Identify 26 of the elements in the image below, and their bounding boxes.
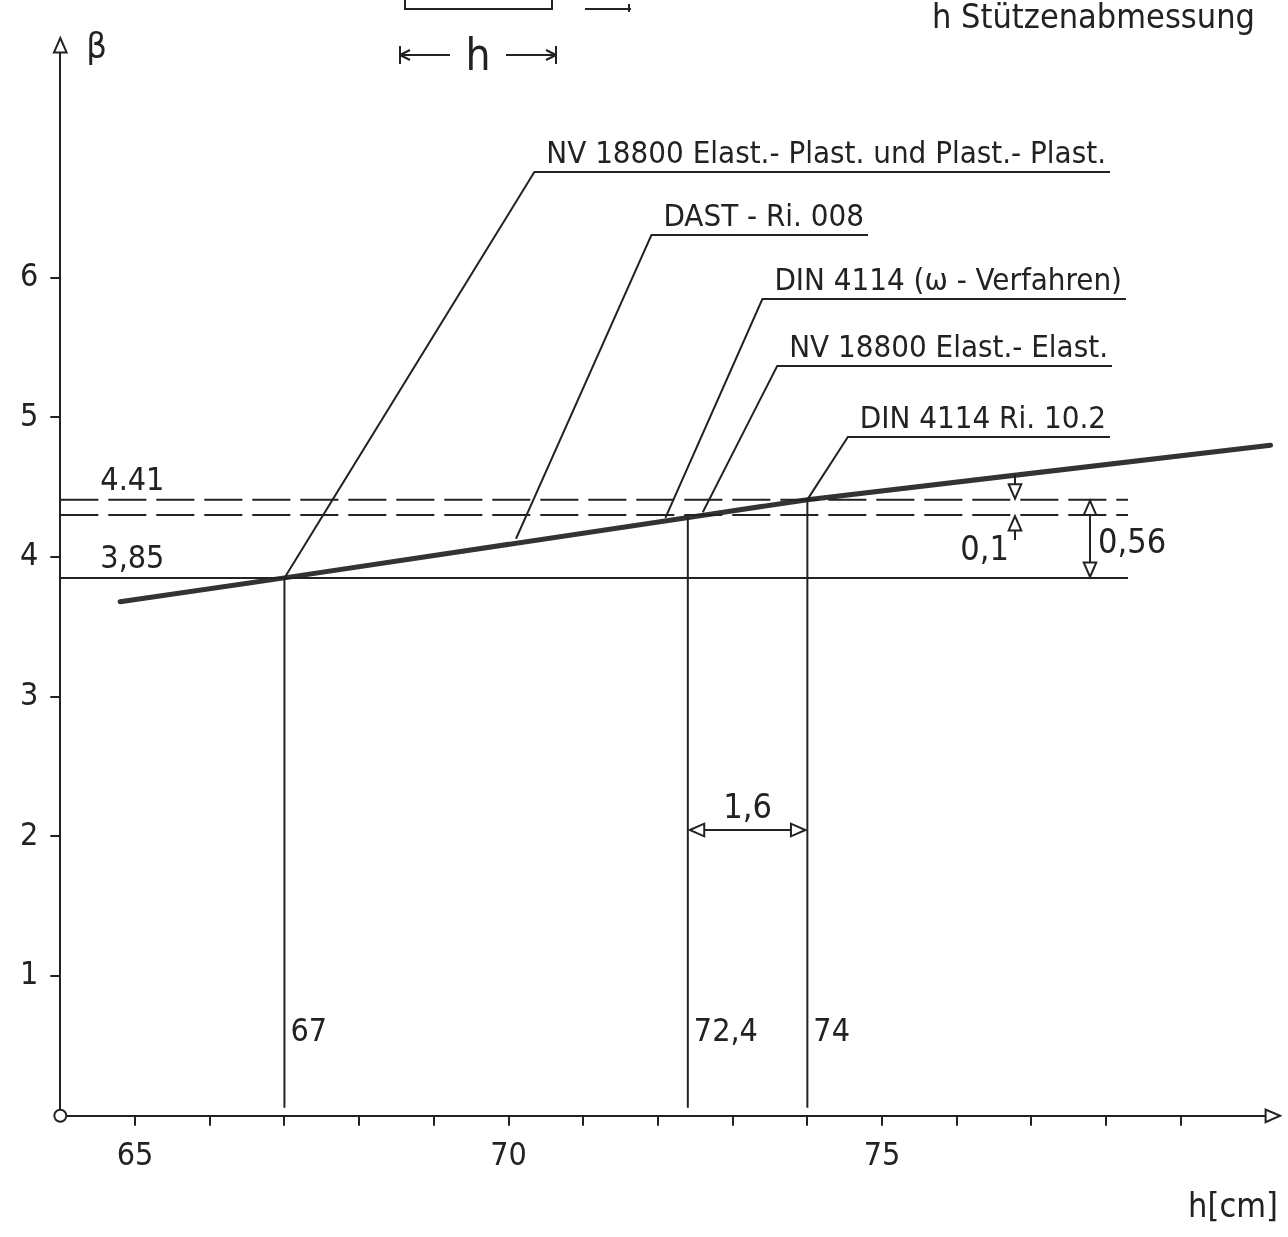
x-tick-label: 75 bbox=[863, 1135, 901, 1174]
annotation: NV 18800 Elast.- Plast. und Plast.- Plast. bbox=[546, 134, 1106, 170]
x-axis-title: h[cm] bbox=[1188, 1185, 1278, 1226]
y-tick-label: 6 bbox=[20, 255, 39, 294]
x-tick-label: 70 bbox=[490, 1135, 527, 1174]
ref-line-label: 67 bbox=[290, 1010, 328, 1049]
annotation: DIN 4114 Ri. 10.2 bbox=[859, 399, 1106, 435]
annotation: DAST - Ri. 008 bbox=[663, 197, 864, 233]
annotation: 0,1 bbox=[960, 528, 1009, 569]
y-tick-label: 1 bbox=[20, 954, 39, 993]
y-tick-label: 3 bbox=[20, 674, 39, 713]
text: h Stützenabmessung bbox=[931, 0, 1255, 36]
ref-line-label: 74 bbox=[813, 1010, 850, 1049]
ref-line-label: 3,85 bbox=[100, 537, 165, 576]
annotation: NV 18800 Elast.- Elast. bbox=[789, 328, 1108, 364]
y-tick-label: 2 bbox=[20, 814, 39, 853]
annotation: 0,56 bbox=[1098, 520, 1167, 561]
x-tick-label: 65 bbox=[116, 1135, 154, 1174]
y-tick-label: 4 bbox=[20, 535, 39, 574]
ref-line-label: 72,4 bbox=[693, 1010, 758, 1049]
annotation: 1,6 bbox=[723, 786, 772, 826]
annotation: h bbox=[465, 29, 491, 80]
annotation: DIN 4114 (ω - Verfahren) bbox=[774, 261, 1122, 297]
ref-line-label: 4.41 bbox=[100, 459, 165, 498]
y-axis-title: β bbox=[86, 25, 107, 66]
y-tick-label: 5 bbox=[20, 395, 39, 434]
